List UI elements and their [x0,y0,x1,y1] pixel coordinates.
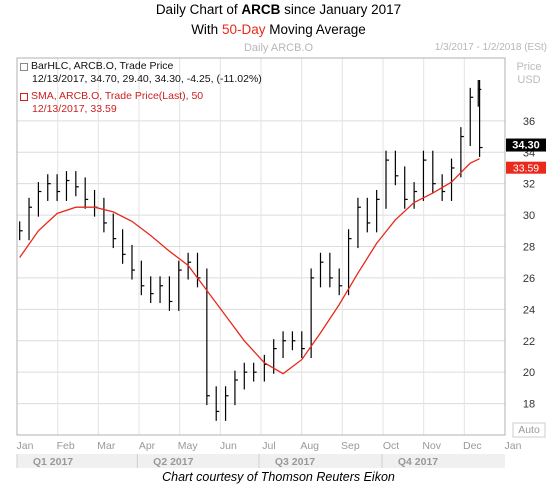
x-tick-label: Jul [262,440,275,452]
chart-title: Daily Chart of ARCB since January 2017 [0,2,557,17]
last-price-tag-label: 34.30 [512,140,540,152]
title-ticker: ARCB [241,2,281,17]
x-tick-label: Jan [17,440,34,452]
quarter-label: Q3 2017 [275,456,315,468]
quarter-label: Q2 2017 [153,456,193,468]
x-tick-label: Jan [505,440,522,452]
sma-tag-label: 33.59 [513,163,539,175]
x-tick-label: Dec [463,440,482,452]
date-range-label: 1/3/2017 - 1/2/2018 (ESt) [434,42,547,53]
price-legend[interactable]: BarHLC, ARCB.O, Trade Price 12/13/2017, … [20,60,262,86]
chart-subtitle: With 50-Day Moving Average [0,22,557,37]
subtitle-highlight: 50-Day [221,22,266,37]
subtitle-prefix: With [191,22,222,37]
x-tick-label: May [178,440,199,452]
y-tick-label: 22 [523,336,535,348]
title-prefix: Daily Chart of [155,2,242,17]
quarter-label: Q4 2017 [398,456,438,468]
plot-frame [16,57,506,436]
price-legend-values: 12/13/2017, 34.70, 29.40, 34.30, -4.25, … [32,73,262,85]
sma-legend-title: SMA, ARCB.O, Trade Price(Last), 50 [31,90,204,102]
sma-line [19,158,480,375]
y-tick-label: 30 [523,210,535,222]
y-tick-label: 18 [523,399,535,411]
x-tick-label: Apr [139,440,156,452]
y-tick-label: 28 [523,242,535,254]
y-tick-label: 26 [523,273,535,285]
title-suffix: since January 2017 [280,2,402,17]
subtitle-suffix: Moving Average [265,22,366,37]
x-tick-label: Jun [220,440,237,452]
y-unit-label: USD [517,74,540,86]
chart-instrument-label: Daily ARCB.O [243,42,314,54]
last-price-tag [506,138,546,152]
quarter-band [17,454,505,468]
price-legend-title: BarHLC, ARCB.O, Trade Price [31,60,174,72]
auto-scale-box [512,422,546,438]
y-unit-label: Price [516,61,541,73]
auto-scale-label: Auto [518,424,540,436]
y-tick-label: 36 [523,116,535,128]
sma-legend[interactable]: SMA, ARCB.O, Trade Price(Last), 50 12/13… [20,90,203,116]
y-tick-label: 32 [523,179,535,191]
sma-series-icon [20,92,28,101]
x-tick-label: Sep [341,440,360,452]
chart-credit: Chart courtesy of Thomson Reuters Eikon [162,470,395,484]
x-tick-label: Nov [422,440,441,452]
quarter-label: Q1 2017 [33,456,73,468]
y-tick-label: 24 [523,304,535,316]
sma-tag [506,161,546,174]
x-tick-label: Feb [57,440,75,452]
y-tick-label: 20 [523,367,535,379]
sma-legend-values: 12/13/2017, 33.59 [32,103,117,115]
x-tick-label: Aug [300,440,319,452]
x-tick-label: Oct [383,440,399,452]
x-tick-label: Mar [97,440,116,452]
bar-series-icon [20,62,28,71]
